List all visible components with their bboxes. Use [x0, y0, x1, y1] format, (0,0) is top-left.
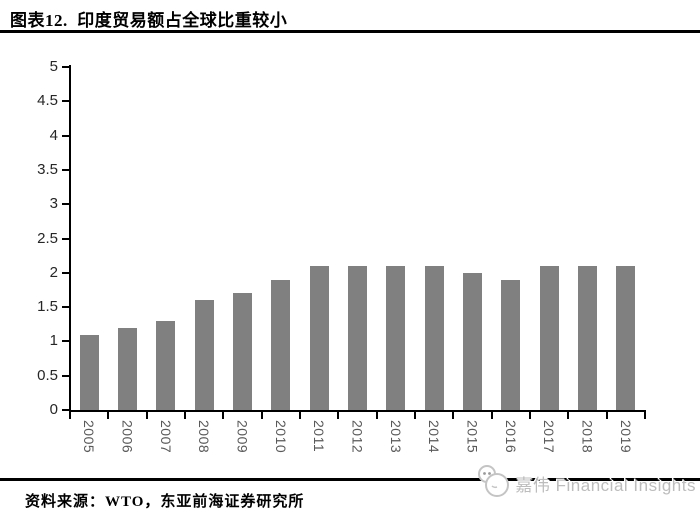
x-axis-category-label: 2006: [119, 420, 136, 454]
x-axis-tick: [490, 412, 493, 419]
bar: [79, 334, 99, 410]
y-axis-tick-label: 3.5: [37, 160, 58, 178]
bar: [194, 300, 214, 410]
y-axis-tick: [62, 340, 70, 343]
bar: [156, 320, 176, 410]
x-axis-tick: [337, 412, 340, 419]
x-axis-category-label: 2009: [234, 420, 251, 454]
bar: [118, 327, 137, 410]
x-axis-tick: [260, 412, 263, 419]
x-axis-category-label: 2015: [464, 420, 481, 454]
x-axis-category-label: 2017: [541, 420, 558, 454]
y-axis-tick: [62, 306, 70, 309]
y-axis-tick-label: 3: [49, 195, 58, 213]
x-axis-category-label: 2005: [81, 420, 98, 454]
y-axis-tick-label: 2: [49, 263, 58, 281]
watermark-text: 嘉伟 Financial Insights: [515, 476, 696, 495]
x-axis-category-label: 2011: [311, 420, 328, 453]
x-axis: [69, 410, 646, 412]
x-axis-tick: [414, 412, 416, 419]
bar: [233, 293, 252, 410]
y-axis-tick: [62, 100, 70, 103]
x-axis-tick: [529, 412, 531, 419]
x-axis-tick: [452, 412, 455, 419]
x-axis-category-label: 2014: [426, 420, 443, 454]
x-axis-category-label: 2018: [579, 420, 596, 454]
mascot-face-icon: [476, 464, 512, 503]
bar: [578, 265, 597, 410]
y-axis-tick: [62, 134, 70, 137]
source-note: 资料来源：WTO，东亚前海证券研究所: [25, 494, 305, 510]
y-axis-tick: [62, 374, 70, 377]
x-axis-tick: [299, 412, 301, 419]
y-axis-tick-label: 5: [49, 58, 58, 75]
x-axis-category-label: 2007: [157, 420, 174, 454]
x-axis-tick: [107, 412, 110, 419]
bar: [386, 265, 406, 410]
x-axis-category-label: 2019: [617, 420, 634, 454]
x-axis-tick: [69, 412, 71, 419]
x-axis-tick: [644, 412, 646, 419]
bar: [424, 265, 444, 410]
y-axis-tick-label: 4.5: [37, 92, 58, 110]
x-axis-category-label: 2012: [349, 420, 366, 454]
x-axis-category-label: 2016: [502, 420, 519, 454]
y-axis-tick-label: 1.5: [37, 298, 58, 316]
y-axis-tick-label: 1: [49, 332, 58, 350]
watermark: 嘉伟 Financial Insights: [476, 464, 696, 503]
bar: [348, 265, 367, 410]
bar: [271, 279, 291, 410]
x-axis-tick: [375, 412, 378, 419]
bar: [616, 265, 636, 410]
x-axis-tick: [222, 412, 225, 419]
x-axis-tick: [605, 412, 608, 419]
y-axis-tick: [62, 66, 70, 68]
x-axis-tick: [184, 412, 186, 419]
y-axis-tick: [62, 409, 70, 411]
x-axis-tick: [567, 412, 570, 419]
x-axis-category-label: 2013: [387, 420, 404, 454]
y-axis-tick-label: 0.5: [37, 366, 58, 384]
x-axis-category-label: 2008: [196, 420, 213, 454]
y-axis-tick: [62, 168, 70, 171]
y-axis-tick-label: 0: [49, 401, 58, 418]
bar: [309, 265, 329, 410]
y-axis: [69, 65, 71, 412]
bar: [501, 279, 521, 410]
x-axis-category-label: 2010: [272, 420, 289, 454]
y-axis-tick: [62, 237, 70, 240]
x-axis-tick: [145, 412, 148, 419]
bar: [539, 265, 559, 410]
bar: [463, 272, 482, 410]
y-axis-tick: [62, 203, 70, 206]
footer-divider: [0, 478, 700, 481]
title-divider: [0, 30, 700, 33]
y-axis-tick-label: 2.5: [37, 229, 58, 247]
y-axis-tick-label: 4: [49, 126, 58, 144]
figure-title: 图表12. 印度贸易额占全球比重较小: [10, 11, 288, 30]
y-axis-tick: [62, 271, 70, 274]
